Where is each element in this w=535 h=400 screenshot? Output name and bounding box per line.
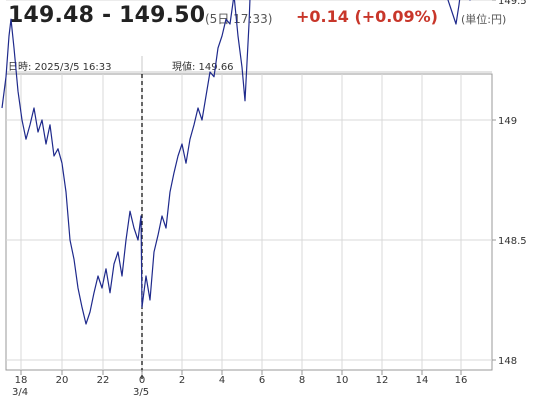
x-date-label: 3/4 — [12, 387, 28, 398]
plot-frame — [5, 73, 493, 371]
y-tick-label: 148.5 — [498, 236, 527, 247]
datetime-label: 日時: 2025/3/5 16:33 — [8, 62, 112, 73]
x-tick-label: 14 — [416, 375, 429, 386]
x-tick-label: 8 — [299, 375, 305, 386]
current-value-label: 現値: 149.66 — [172, 62, 234, 73]
x-tick-label: 12 — [376, 375, 389, 386]
y-tick-label: 149.5 — [498, 0, 527, 7]
price-range: 149.48 - 149.50 — [8, 3, 206, 28]
x-tick-label: 20 — [56, 375, 69, 386]
y-tick-label: 149 — [498, 116, 517, 127]
quote-time: (5日 17:33) — [205, 12, 273, 26]
x-tick-label: 16 — [455, 375, 468, 386]
x-tick-label: 2 — [179, 375, 185, 386]
x-tick-label: 6 — [259, 375, 265, 386]
x-tick-label: 0 — [139, 375, 145, 386]
unit-label: (単位:円) — [461, 13, 507, 26]
quote-header: 149.48 - 149.50 (5日 17:33) +0.14 (+0.09%… — [8, 2, 533, 32]
price-change: +0.14 (+0.09%) — [296, 7, 438, 26]
y-tick-label: 148 — [498, 356, 517, 367]
x-tick-label: 18 — [15, 375, 28, 386]
x-tick-label: 22 — [97, 375, 110, 386]
x-tick-label: 10 — [336, 375, 349, 386]
x-tick-label: 4 — [219, 375, 225, 386]
price-line — [1, 0, 471, 325]
x-date-label: 3/5 — [133, 387, 149, 398]
